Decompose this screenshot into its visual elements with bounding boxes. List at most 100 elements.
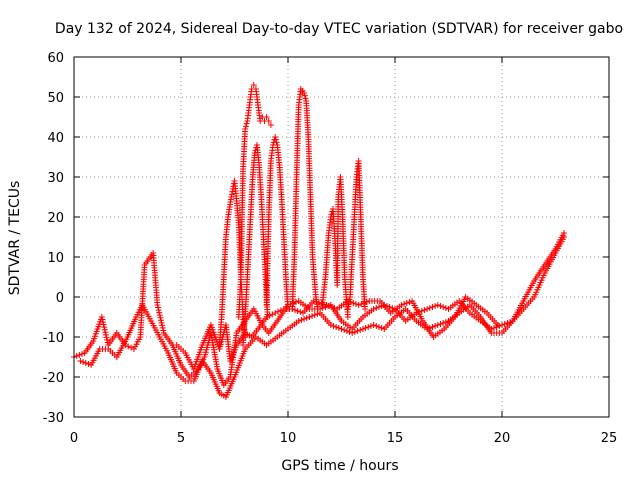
data-point	[103, 334, 110, 341]
data-point	[406, 299, 413, 305]
data-point	[331, 305, 338, 311]
y-tick-label: -10	[43, 331, 64, 346]
data-point	[155, 304, 162, 311]
data-point	[157, 314, 164, 321]
data-point	[351, 329, 358, 335]
data-point	[272, 310, 279, 316]
data-point	[437, 321, 444, 327]
data-point	[378, 325, 385, 331]
data-point	[104, 336, 111, 343]
data-point	[82, 360, 89, 366]
data-point	[272, 134, 279, 140]
data-point	[370, 306, 377, 312]
data-point	[338, 326, 345, 332]
data-point	[432, 323, 439, 329]
data-point	[159, 322, 166, 329]
data-point	[418, 308, 425, 314]
data-point	[343, 328, 350, 334]
data-point	[319, 305, 326, 311]
data-point	[250, 82, 257, 88]
series-spike-8	[235, 82, 274, 320]
data-point	[79, 351, 86, 357]
data-point	[426, 305, 433, 311]
data-point	[80, 359, 87, 365]
data-point	[344, 314, 351, 320]
data-point	[156, 312, 163, 319]
data-point	[267, 122, 274, 128]
data-point	[102, 331, 109, 338]
data-point	[73, 353, 80, 359]
data-point	[440, 304, 447, 310]
data-points	[71, 82, 568, 400]
data-point	[350, 300, 357, 306]
y-tick-label: -30	[43, 411, 64, 426]
chart-title: Day 132 of 2024, Sidereal Day-to-day VTE…	[55, 21, 623, 37]
data-point	[306, 314, 313, 320]
data-point	[326, 303, 333, 309]
data-point	[301, 92, 308, 99]
data-point	[328, 304, 335, 310]
data-point	[434, 322, 441, 328]
data-point	[501, 321, 508, 327]
data-point	[295, 318, 302, 324]
y-tick-label: 40	[47, 131, 64, 146]
data-point	[297, 309, 304, 315]
series-spike-11	[319, 174, 351, 320]
data-point	[102, 329, 109, 336]
x-tick-label: 25	[601, 431, 618, 446]
data-point	[301, 316, 308, 322]
y-axis-label: SDTVAR / TECUs	[7, 181, 23, 296]
data-point	[99, 319, 106, 326]
data-point	[156, 309, 163, 316]
data-point	[128, 344, 135, 351]
x-tick-label: 10	[280, 431, 297, 446]
y-tick-label: 60	[47, 51, 64, 66]
data-point	[159, 324, 166, 331]
data-point	[264, 314, 271, 320]
data-point	[294, 308, 301, 314]
data-point	[272, 136, 279, 143]
data-point	[158, 319, 165, 326]
data-point	[298, 317, 305, 323]
data-point	[375, 324, 382, 330]
data-point	[228, 194, 235, 200]
grid	[74, 57, 609, 417]
y-tick-label: 10	[47, 251, 64, 266]
data-point	[442, 305, 449, 311]
data-point	[373, 305, 380, 311]
data-point	[341, 327, 348, 333]
data-point	[367, 323, 374, 329]
data-point	[311, 312, 318, 318]
data-point	[155, 307, 162, 314]
y-tick-label: 50	[47, 91, 64, 106]
plot-frame	[73, 56, 610, 418]
series-spike-8b	[240, 142, 271, 348]
data-point	[99, 316, 106, 323]
data-point	[228, 191, 235, 198]
data-point	[85, 361, 92, 367]
data-point	[370, 322, 377, 328]
series-spike-13	[344, 158, 369, 312]
y-tick-label: -20	[43, 371, 64, 386]
data-point	[77, 358, 84, 364]
data-point	[330, 323, 337, 329]
x-tick-label: 5	[177, 431, 185, 446]
data-point	[355, 302, 362, 308]
data-point	[349, 330, 356, 336]
data-point	[333, 324, 340, 330]
data-point	[101, 324, 108, 331]
x-axis-label: GPS time / hours	[281, 458, 398, 474]
data-point	[273, 139, 280, 146]
data-point	[373, 323, 380, 329]
data-point	[365, 324, 372, 330]
data-point	[421, 307, 428, 313]
data-point	[354, 328, 361, 334]
data-point	[243, 120, 250, 127]
data-point	[362, 306, 369, 312]
data-point	[125, 343, 132, 350]
data-point	[242, 123, 249, 130]
data-point	[291, 307, 298, 313]
data-point	[440, 320, 447, 326]
